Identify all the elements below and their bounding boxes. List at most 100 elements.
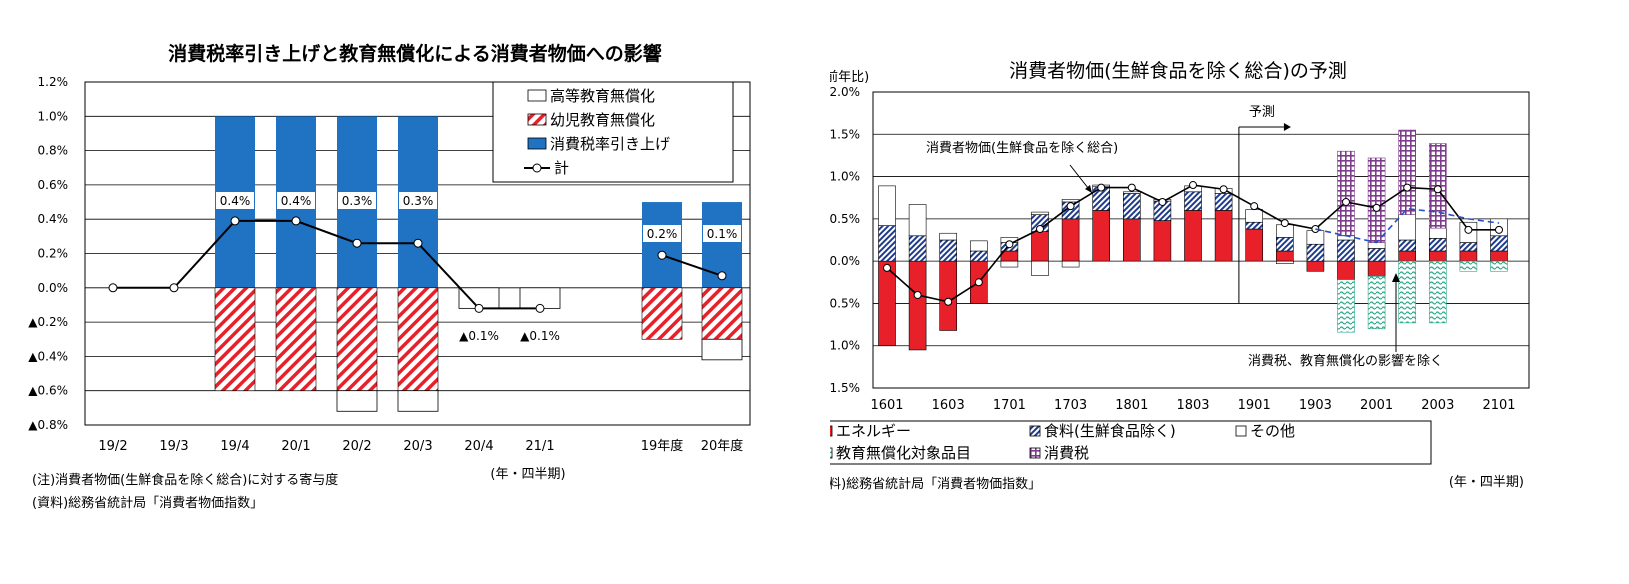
food-bar [1398,239,1417,252]
legend-food-swatch [1029,425,1041,437]
energy-bar [1398,250,1417,262]
total-line [113,219,540,310]
legend-other-swatch [1235,425,1247,437]
edu-free-items-bar [1490,260,1508,272]
left-chart-svg: 消費税率引き上げと教育無償化による消費者物価への影響 1.2% 1.0% 0.8% 0… [28,42,751,511]
food-bar [1275,237,1294,252]
cpi-excl-line [1315,207,1500,244]
right-x-tick: 1601 [870,398,903,413]
energy-bar [908,260,927,351]
energy-bar [1367,260,1386,277]
cpi-point [1403,183,1412,192]
left-y-tick: ▲0.2% [28,315,68,329]
legend-energy-swatch [821,425,833,437]
food-bar [908,235,927,262]
cpi-point [1433,185,1442,194]
other-bar [1031,260,1049,276]
left-y-tick: 0.2% [38,247,69,261]
legend-preschool-swatch [527,113,547,126]
left-x-tick: 20/3 [403,439,432,454]
energy-bar [1092,210,1111,262]
data-label: 0.3% [403,194,434,208]
food-bar [1245,221,1264,230]
other-bar [1245,209,1264,223]
legend-higher-edu-swatch [527,89,547,102]
cpi-point [1464,225,1473,234]
data-label-bg [703,225,741,242]
cpi-point [1097,183,1106,192]
left-x-tick: 19/2 [98,439,127,454]
legend-edu-swatch [821,447,833,459]
data-label-bg [277,192,315,209]
edu-free-items-bar [1428,260,1447,324]
right-chart-svg: 消費者物価(生鮮食品を除く総合)の予測 (前年比) 2.0% 1.5% 1.0% 0.… [810,60,1530,492]
data-label-bg [643,225,681,242]
data-label: 0.2% [647,227,678,241]
right-note: (資料)総務省統計局「消費者物価指数」 [830,476,1041,492]
left-chart: 消費税率引き上げと教育無償化による消費者物価への影響 1.2% 1.0% 0.8% 0… [0,0,800,580]
legend-tax-label: 消費税 [1044,444,1089,462]
energy-bar [1490,250,1508,262]
edu-free-items-bar [1367,276,1386,330]
other-bar [1398,214,1417,241]
left-y-tick: ▲0.4% [28,349,68,363]
consumption-tax-bar [1367,157,1386,243]
higher-edu-free-bar [336,390,378,412]
energy-bar [1153,220,1172,262]
legend-preschool-label: 幼児教育無償化 [550,111,655,129]
cpi-point [1372,203,1381,212]
left-unit-label: (年・四半期) [490,467,565,482]
right-x-tick: 1703 [1054,398,1087,413]
cpi-point [1219,185,1228,194]
food-bar [1122,193,1141,220]
right-y-tick: 1.0% [830,170,860,184]
food-bar [939,239,957,262]
right-x-tick: 1901 [1238,398,1271,413]
other-bar [1428,227,1447,239]
data-label: ▲0.1% [459,329,499,343]
cpi-point [1495,225,1503,234]
food-bar [1367,248,1386,262]
excl-annotation: 消費税、教育無償化の影響を除く [1248,353,1443,369]
cpi-point [1127,183,1136,192]
left-x-tick: 20/2 [342,439,371,454]
right-chart: 消費者物価(生鮮食品を除く総合)の予測 (前年比) 2.0% 1.5% 1.0% 0.… [810,0,1629,580]
total-point [535,303,545,313]
left-x-tick: 20/1 [281,439,310,454]
cpi-annotation-arrow-head [1085,185,1092,193]
right-x-tick: 2101 [1482,398,1515,413]
left-x-tick: 19/4 [220,439,249,454]
legend-food-label: 食料(生鮮食品除く) [1044,422,1176,440]
other-bar [908,204,927,237]
total-point [717,271,727,281]
left-y-tick: 1.0% [38,109,69,123]
preschool-free-bar [214,287,256,391]
edu-free-items-bar [1337,279,1355,333]
cpi-point [1158,197,1167,206]
food-bar [1490,235,1508,252]
preschool-free-bar [397,287,439,391]
left-x-tick: 21/1 [525,439,554,454]
right-x-tick: 2003 [1421,398,1454,413]
forecast-label: 予測 [1249,105,1275,120]
other-bar [1367,242,1386,249]
right-y-tick: ▲1.5% [830,381,860,395]
cpi-point [1280,219,1289,228]
right-y-tick: 0.5% [830,212,860,226]
energy-bar [1214,210,1233,262]
data-label-bg [216,192,254,209]
left-y-tick: 0.4% [38,212,69,226]
right-y-tick: 1.5% [830,127,860,141]
left-x-tick: 19年度 [641,438,684,454]
cpi-point [1250,202,1259,211]
energy-bar [939,260,957,331]
cpi-point [944,297,953,306]
legend-total-label: 計 [554,159,569,177]
total-point [352,238,362,248]
legend-other-label: その他 [1250,422,1295,440]
preschool-free-bar [336,287,378,391]
left-note-2: (資料)総務省統計局「消費者物価指数」 [32,495,263,511]
data-label: 0.4% [220,194,251,208]
total-point [291,216,301,226]
